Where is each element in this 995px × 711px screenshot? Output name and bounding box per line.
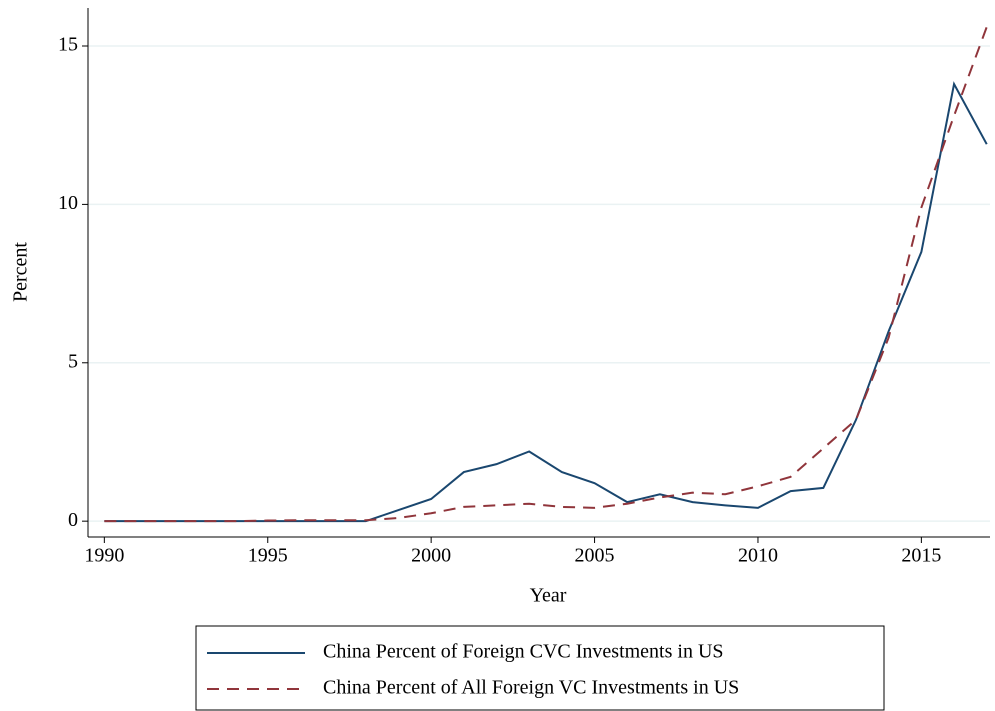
legend-box [195, 625, 885, 711]
legend-label: China Percent of Foreign CVC Investments… [323, 641, 724, 663]
y-tick-label: 10 [58, 192, 78, 214]
x-tick-label: 2010 [738, 545, 778, 567]
x-tick-label: 1990 [84, 545, 124, 567]
x-tick-label: 2005 [575, 545, 615, 567]
x-tick-label: 2015 [901, 545, 941, 567]
x-tick-label: 1995 [248, 545, 288, 567]
y-axis-title: Percent [10, 242, 32, 302]
legend-label: China Percent of All Foreign VC Investme… [323, 677, 739, 699]
y-tick-label: 0 [68, 509, 78, 531]
y-tick-label: 15 [58, 34, 78, 56]
y-tick-label: 5 [68, 350, 78, 372]
line-series [104, 81, 988, 523]
line-series [104, 26, 988, 523]
x-axis-title: Year [530, 585, 567, 607]
x-tick-label: 2000 [411, 545, 451, 567]
